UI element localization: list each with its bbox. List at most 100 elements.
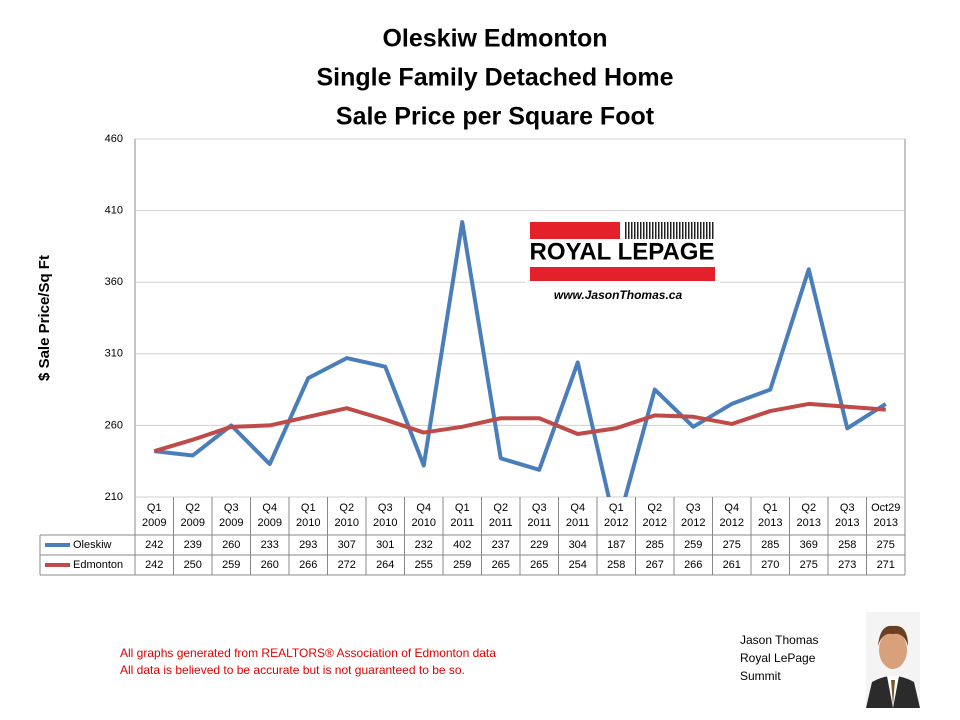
data-label: 237	[492, 539, 510, 551]
series-line	[153, 401, 886, 454]
x-tick-label: 2010	[412, 517, 436, 529]
x-tick-label: 2012	[643, 517, 667, 529]
data-label: 270	[761, 559, 779, 571]
data-label: 402	[453, 539, 471, 551]
logo-stripe	[637, 222, 639, 239]
x-tick-label: Q4	[724, 502, 739, 514]
logo-stripe	[688, 222, 690, 239]
data-label: 301	[376, 539, 394, 551]
x-tick-label: Q1	[455, 502, 470, 514]
plot: 210 260 310 360 410 460 Q1 2009 Q2 2009 Q3 2009 Q4 20…	[39, 133, 906, 576]
data-label: 187	[607, 539, 625, 551]
x-tick-label: 2009	[142, 517, 166, 529]
data-label: 258	[607, 559, 625, 571]
y-tick-label: 410	[105, 205, 123, 217]
logo-stripe	[664, 222, 666, 239]
y-tick-label: 260	[105, 419, 123, 431]
logo-stripe	[691, 222, 693, 239]
logo-stripe	[673, 222, 675, 239]
logo-stripe	[697, 222, 699, 239]
logo-stripe	[643, 222, 645, 239]
data-label: 285	[761, 539, 779, 551]
logo-stripe	[676, 222, 678, 239]
legend-label: Oleskiw	[73, 539, 112, 551]
logo-stripe	[694, 222, 696, 239]
y-tick-label: 210	[105, 491, 123, 503]
data-label: 250	[184, 559, 202, 571]
data-label: 307	[338, 539, 356, 551]
data-label: 273	[838, 559, 856, 571]
x-tick-label: 2011	[527, 517, 551, 529]
logo-stripe	[640, 222, 642, 239]
agent-office: Summit	[740, 669, 781, 683]
data-label: 272	[338, 559, 356, 571]
y-axis-label: $ Sale Price/Sq Ft	[36, 255, 53, 381]
logo: ROYAL LEPAGE www.JasonThomas.ca	[525, 218, 720, 308]
y-tick-label: 310	[105, 348, 123, 360]
agent-name: Jason Thomas	[740, 633, 819, 647]
data-label: 266	[684, 559, 702, 571]
logo-stripe	[646, 222, 648, 239]
data-label: 265	[492, 559, 510, 571]
x-tick-label: Oct29	[871, 502, 900, 514]
data-label: 260	[222, 539, 240, 551]
x-tick-label: 2013	[874, 517, 898, 529]
x-tick-label: Q3	[224, 502, 239, 514]
logo-stripe	[712, 222, 714, 239]
data-label: 369	[800, 539, 818, 551]
x-tick-label: 2013	[797, 517, 821, 529]
logo-stripe	[706, 222, 708, 239]
x-tick-label: 2011	[450, 517, 474, 529]
x-tick-label: Q2	[647, 502, 662, 514]
x-tick-label: 2013	[758, 517, 782, 529]
photo-tie	[891, 680, 895, 706]
data-label: 293	[299, 539, 317, 551]
data-label: 254	[569, 559, 587, 571]
logo-stripe	[667, 222, 669, 239]
x-tick-label: Q2	[185, 502, 200, 514]
y-tick-label: 460	[105, 133, 123, 145]
logo-brand: ROYAL LEPAGE	[530, 238, 715, 265]
x-tick-label: Q2	[493, 502, 508, 514]
x-tick-label: Q3	[686, 502, 701, 514]
logo-stripe	[670, 222, 672, 239]
x-tick-label: Q1	[609, 502, 624, 514]
x-tick-label: 2010	[296, 517, 320, 529]
x-tick-label: 2012	[681, 517, 705, 529]
x-tick-label: 2012	[720, 517, 744, 529]
x-tick-label: Q4	[262, 502, 277, 514]
x-tick-label: 2012	[604, 517, 628, 529]
x-tick-label: Q3	[532, 502, 547, 514]
logo-bar	[530, 222, 620, 239]
data-label: 275	[723, 539, 741, 551]
data-label: 267	[646, 559, 664, 571]
logo-stripe	[628, 222, 630, 239]
data-label: 261	[723, 559, 741, 571]
data-label: 271	[877, 559, 895, 571]
logo-stripe	[631, 222, 633, 239]
data-label: 258	[838, 539, 856, 551]
x-tick-label: Q2	[801, 502, 816, 514]
data-label: 233	[261, 539, 279, 551]
data-label: 242	[145, 539, 163, 551]
data-label: 232	[415, 539, 433, 551]
logo-stripe	[685, 222, 687, 239]
x-tick-label: 2009	[258, 517, 282, 529]
logo-stripe	[682, 222, 684, 239]
logo-stripes	[625, 222, 714, 239]
x-tick-label: 2010	[335, 517, 359, 529]
x-tick-label: Q2	[339, 502, 354, 514]
data-label: 304	[569, 539, 587, 551]
x-tick-label: Q4	[570, 502, 585, 514]
footer-note: All graphs generated from REALTORS® Asso…	[120, 646, 496, 660]
agent-company: Royal LePage	[740, 651, 816, 665]
x-tick-label: Q1	[147, 502, 162, 514]
data-label: 255	[415, 559, 433, 571]
legend-label: Edmonton	[73, 559, 123, 571]
logo-stripe	[652, 222, 654, 239]
logo-stripe	[658, 222, 660, 239]
x-tick-label: 2009	[219, 517, 243, 529]
x-tick-label: Q3	[378, 502, 393, 514]
data-label: 266	[299, 559, 317, 571]
data-label: 265	[530, 559, 548, 571]
